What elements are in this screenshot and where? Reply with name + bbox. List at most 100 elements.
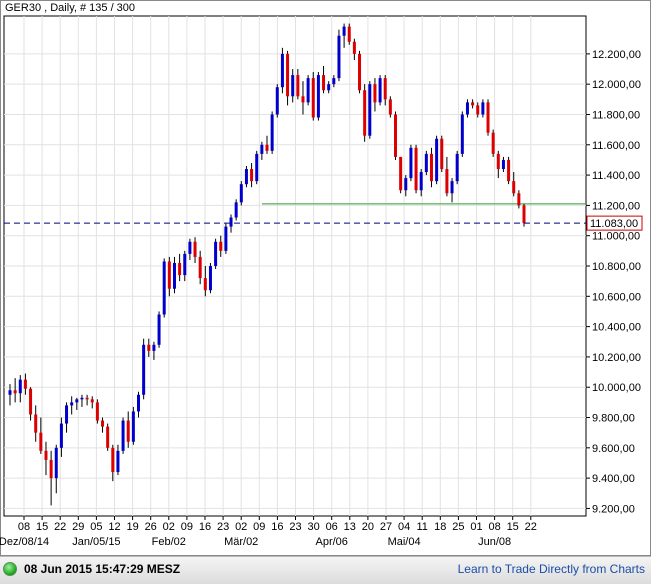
candle-body (101, 420, 105, 427)
candle-body (193, 241, 197, 257)
x-day-label: 08 (18, 521, 30, 533)
x-day-label: 23 (289, 521, 301, 533)
x-day-label: 23 (217, 521, 229, 533)
x-month-label: Mär/02 (224, 536, 258, 548)
candle-body (342, 26, 346, 36)
candle-body (178, 262, 182, 276)
candle-body (399, 156, 403, 191)
y-tick-label: 10.400,00 (592, 322, 641, 334)
candle-body (126, 420, 130, 442)
candle-body (368, 84, 372, 136)
x-day-label: 25 (452, 521, 464, 533)
y-tick-label: 12.200,00 (592, 49, 641, 61)
x-day-label: 16 (271, 521, 283, 533)
candle-body (414, 147, 418, 191)
candle-body (471, 102, 475, 106)
candle-body (265, 144, 269, 151)
candle-body (44, 450, 48, 460)
x-day-label: 01 (470, 521, 482, 533)
candle-body (280, 53, 284, 88)
x-month-label: Feb/02 (152, 536, 186, 548)
candle-body (95, 402, 99, 421)
candle-body (363, 90, 367, 136)
candle-body (332, 78, 336, 85)
candle-body (111, 447, 115, 473)
candlestick-chart: GER30 , Daily, # 135 / 300 9.200,00 9.400,… (0, 0, 651, 556)
candle-body (286, 53, 290, 97)
candle-body (59, 423, 63, 448)
candle-body (137, 394, 140, 412)
candle-body (440, 138, 444, 170)
x-day-label: 20 (362, 521, 374, 533)
candle-body (291, 75, 295, 97)
x-day-label: 02 (235, 521, 247, 533)
candle-body (275, 87, 279, 115)
candle-body (465, 102, 469, 115)
candle-body (23, 379, 27, 389)
candle-body (404, 178, 408, 191)
candle-body (54, 447, 58, 479)
x-day-label: 22 (525, 521, 537, 533)
candle-body (29, 388, 33, 415)
candle-body (65, 405, 69, 424)
candle-body (18, 379, 22, 394)
candle-body (394, 114, 397, 157)
candle-body (435, 138, 439, 182)
candle-body (34, 414, 38, 433)
candle-body (496, 153, 500, 170)
candle-body (352, 41, 356, 54)
x-day-label: 27 (380, 521, 392, 533)
y-tick-label: 10.800,00 (592, 261, 641, 273)
candle-body (167, 261, 171, 289)
candle-body (311, 78, 315, 118)
y-tick-label: 11.800,00 (592, 109, 640, 121)
chart-title: GER30 , Daily, # 135 / 300 (5, 2, 135, 14)
y-tick-label: 9.800,00 (592, 413, 635, 425)
x-month-label: Apr/06 (315, 536, 347, 548)
candle-body (157, 314, 161, 345)
x-day-label: 15 (507, 521, 519, 533)
candle-body (13, 390, 17, 394)
x-day-label: 18 (434, 521, 446, 533)
candle-body (172, 262, 176, 289)
candle-body (409, 147, 413, 179)
y-tick-label: 11.200,00 (592, 200, 640, 212)
candle-body (378, 78, 382, 103)
candle-body (301, 96, 305, 103)
chart-area[interactable]: GER30 , Daily, # 135 / 300 9.200,00 9.400,… (0, 0, 651, 556)
x-day-label: 05 (90, 521, 102, 533)
x-day-label: 13 (344, 521, 356, 533)
candle-body (162, 261, 166, 315)
candle-body (429, 153, 433, 182)
candle-body (481, 102, 485, 115)
candle-body (296, 75, 300, 97)
current-price-box (586, 215, 643, 231)
candle-body (70, 402, 74, 406)
candle-body (501, 159, 505, 170)
y-tick-label: 9.600,00 (592, 443, 635, 455)
candle-body (491, 132, 495, 154)
y-tick-label: 11.600,00 (592, 140, 640, 152)
candle-body (188, 241, 192, 254)
trade-from-charts-link[interactable]: Learn to Trade Directly from Charts (457, 562, 645, 576)
candle-body (142, 344, 146, 395)
x-day-label: 16 (199, 521, 211, 533)
x-day-label: 08 (488, 521, 500, 533)
x-day-label: 11 (416, 521, 427, 533)
x-day-label: 30 (307, 521, 319, 533)
candle-body (203, 278, 207, 291)
candle-body (322, 75, 326, 91)
candle-body (214, 241, 218, 266)
status-bar: 08 Jun 2015 15:47:29 MESZ Learn to Trade… (0, 556, 651, 584)
candle-body (460, 114, 464, 154)
candle-body (517, 193, 521, 206)
candle-body (358, 53, 362, 91)
x-day-label: 19 (126, 521, 138, 533)
candle-body (383, 78, 387, 100)
candle-body (476, 105, 480, 115)
candle-body (80, 397, 84, 400)
candle-body (455, 153, 459, 182)
candle-body (486, 102, 490, 133)
candle-body (270, 114, 274, 151)
x-day-label: 09 (181, 521, 193, 533)
